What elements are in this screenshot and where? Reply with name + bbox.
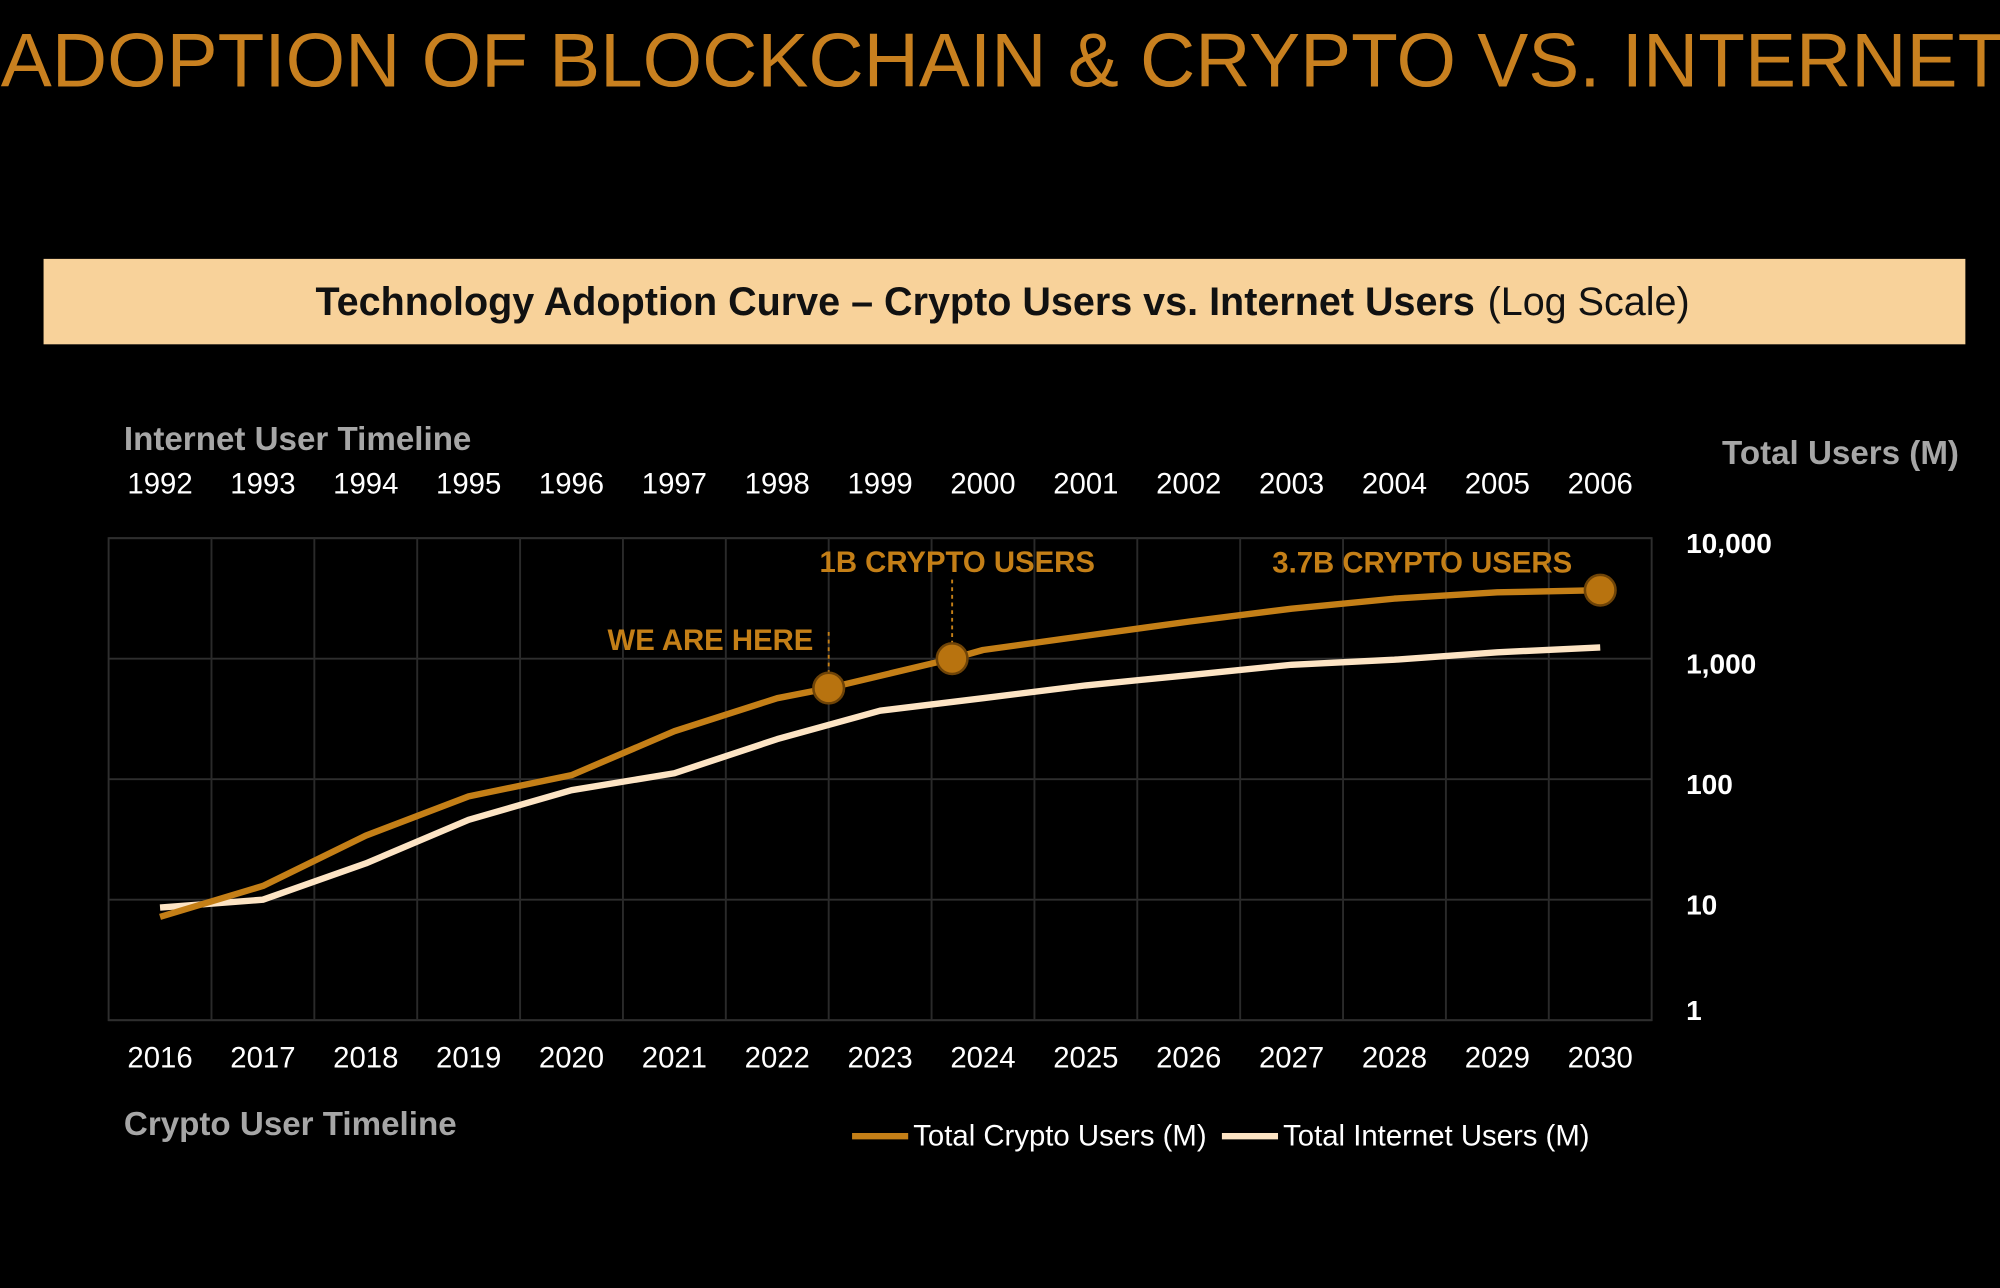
y-axis-label: Total Users (M) bbox=[1722, 435, 1959, 472]
x-tick-label: 2018 bbox=[333, 1041, 398, 1074]
x2-tick-label: 2001 bbox=[1053, 468, 1118, 501]
y-tick-label: 10 bbox=[1686, 890, 1717, 921]
y-tick-label: 100 bbox=[1686, 769, 1733, 800]
x2-tick-label: 2003 bbox=[1259, 468, 1324, 501]
x2-tick-label: 2006 bbox=[1568, 468, 1633, 501]
x2-tick-label: 1996 bbox=[539, 468, 604, 501]
x2-tick-label: 2002 bbox=[1156, 468, 1221, 501]
x-tick-label: 2019 bbox=[436, 1041, 501, 1074]
x2-tick-label: 1994 bbox=[333, 468, 398, 501]
x2-tick-label: 1999 bbox=[848, 468, 913, 501]
x-tick-label: 2022 bbox=[745, 1041, 810, 1074]
annotation-label: 1B CRYPTO USERS bbox=[820, 546, 1095, 579]
legend-label: Total Crypto Users (M) bbox=[913, 1119, 1206, 1152]
x-tick-label: 2027 bbox=[1259, 1041, 1324, 1074]
y-tick-label: 1 bbox=[1686, 995, 1702, 1026]
annotation-marker bbox=[812, 671, 846, 705]
x-tick-label: 2017 bbox=[230, 1041, 295, 1074]
x2-tick-label: 1992 bbox=[127, 468, 192, 501]
x-tick-label: 2029 bbox=[1465, 1041, 1530, 1074]
x2-tick-label: 1995 bbox=[436, 468, 501, 501]
x-tick-label: 2023 bbox=[848, 1041, 913, 1074]
chart-subtitle: Technology Adoption Curve – Crypto Users… bbox=[315, 280, 1689, 324]
x-axis-label: Crypto User Timeline bbox=[124, 1106, 457, 1143]
x-tick-label: 2020 bbox=[539, 1041, 604, 1074]
x2-tick-label: 1998 bbox=[745, 468, 810, 501]
x-tick-label: 2021 bbox=[642, 1041, 707, 1074]
annotation-marker bbox=[935, 642, 969, 676]
annotation-label: WE ARE HERE bbox=[608, 624, 814, 657]
x-tick-label: 2025 bbox=[1053, 1041, 1118, 1074]
legend-label: Total Internet Users (M) bbox=[1283, 1119, 1589, 1152]
annotation-label: 3.7B CRYPTO USERS bbox=[1272, 546, 1572, 579]
subtitle-main: Technology Adoption Curve – Crypto Users… bbox=[315, 280, 1474, 324]
x-tick-label: 2024 bbox=[950, 1041, 1015, 1074]
x2-tick-label: 1993 bbox=[230, 468, 295, 501]
x-tick-label: 2026 bbox=[1156, 1041, 1221, 1074]
series-line bbox=[159, 586, 1601, 920]
x-tick-label: 2016 bbox=[127, 1041, 192, 1074]
x-tick-label: 2030 bbox=[1568, 1041, 1633, 1074]
subtitle-note: (Log Scale) bbox=[1488, 280, 1690, 324]
x2-axis-label: Internet User Timeline bbox=[124, 421, 471, 458]
y-tick-label: 10,000 bbox=[1686, 528, 1772, 559]
annotation-marker bbox=[1583, 573, 1617, 607]
subtitle-banner bbox=[43, 258, 1966, 345]
chart-title: ADOPTION OF BLOCKCHAIN & CRYPTO VS. INTE… bbox=[1, 19, 2000, 104]
series-line bbox=[159, 644, 1601, 911]
x2-tick-label: 2000 bbox=[950, 468, 1015, 501]
y-tick-label: 1,000 bbox=[1686, 649, 1756, 680]
x2-tick-label: 1997 bbox=[642, 468, 707, 501]
x2-tick-label: 2004 bbox=[1362, 468, 1427, 501]
x2-tick-label: 2005 bbox=[1465, 468, 1530, 501]
x-tick-label: 2028 bbox=[1362, 1041, 1427, 1074]
